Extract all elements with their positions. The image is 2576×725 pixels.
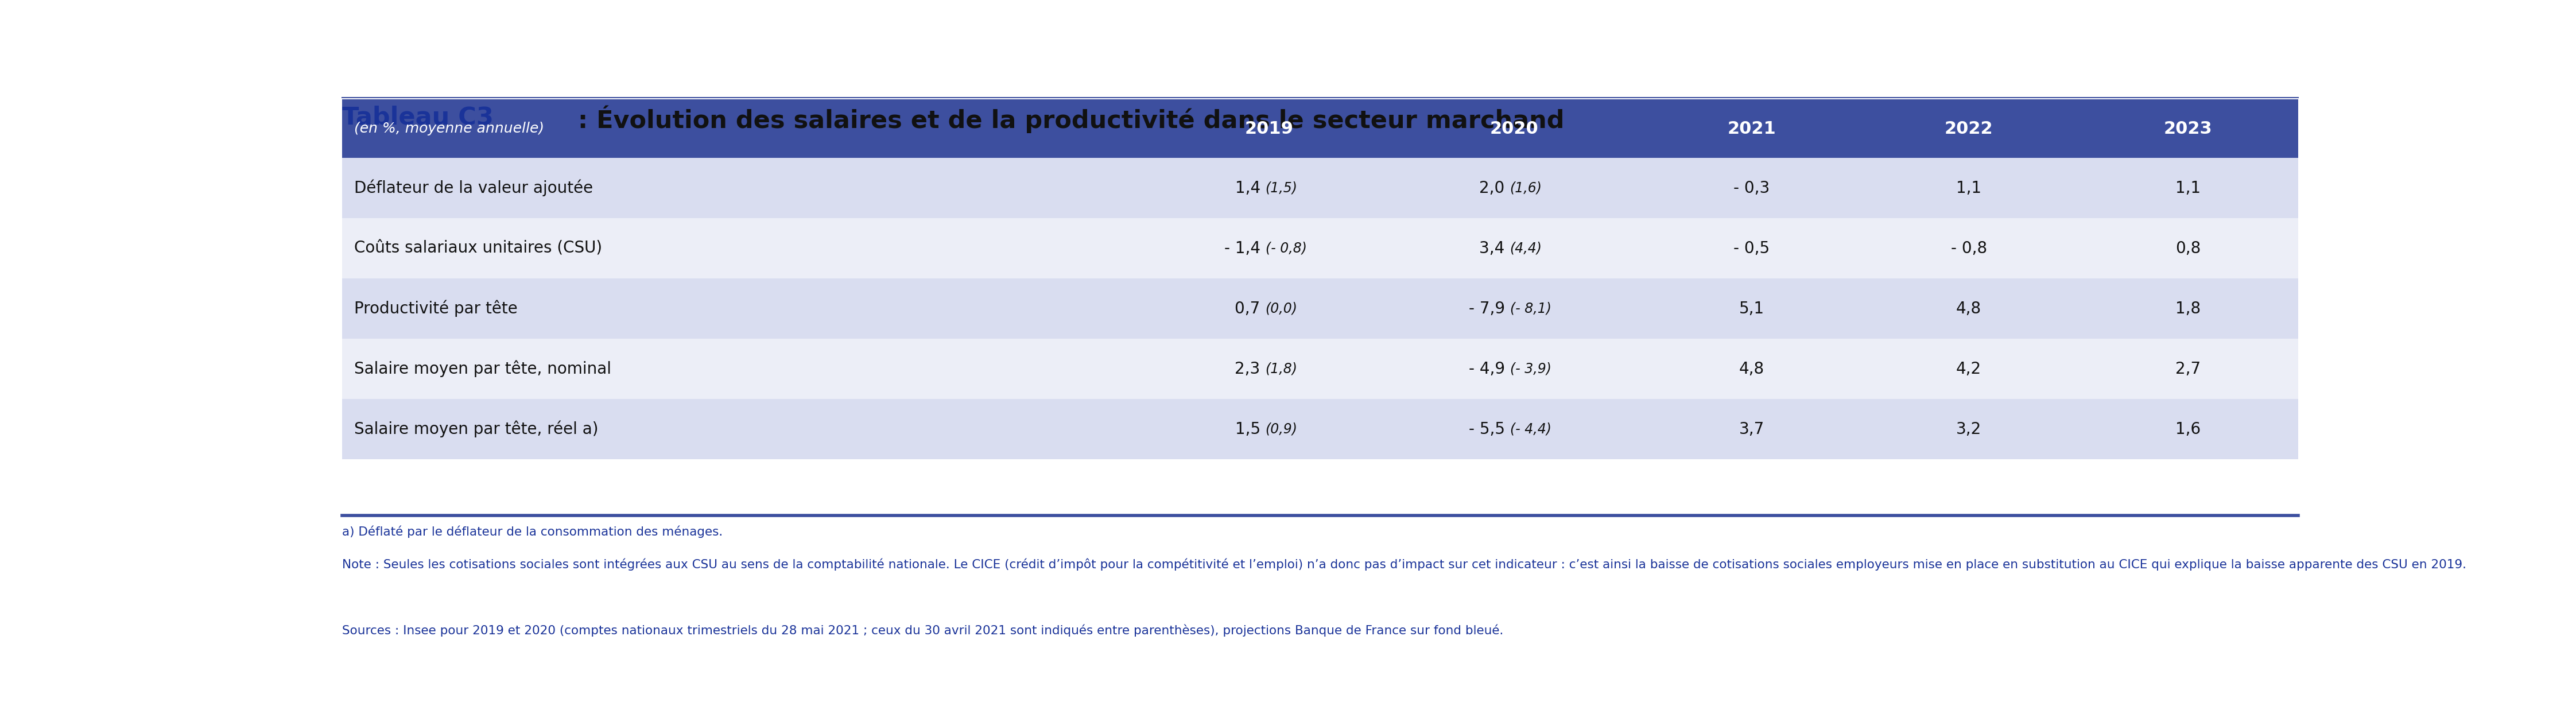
Text: 0,8: 0,8: [2174, 240, 2200, 257]
Text: 2,7: 2,7: [2174, 361, 2200, 377]
Text: (0,9): (0,9): [1265, 423, 1298, 436]
Text: 4,8: 4,8: [1955, 301, 1981, 317]
Text: (- 0,8): (- 0,8): [1265, 241, 1306, 255]
Text: Coûts salariaux unitaires (CSU): Coûts salariaux unitaires (CSU): [353, 240, 603, 257]
Text: - 5,5: - 5,5: [1468, 421, 1510, 437]
Text: 2023: 2023: [2164, 120, 2213, 137]
Text: 3,7: 3,7: [1739, 421, 1765, 437]
Text: 1,8: 1,8: [2174, 301, 2200, 317]
Text: (1,8): (1,8): [1265, 362, 1298, 376]
Text: - 0,8: - 0,8: [1950, 240, 1986, 257]
Bar: [343, 218, 2298, 278]
Bar: [343, 399, 2298, 460]
Text: 1,1: 1,1: [2174, 180, 2200, 196]
Text: 2022: 2022: [1945, 120, 1994, 137]
Text: 2020: 2020: [1489, 120, 1538, 137]
Bar: [343, 99, 2298, 158]
Text: - 0,3: - 0,3: [1734, 180, 1770, 196]
Text: Déflateur de la valeur ajoutée: Déflateur de la valeur ajoutée: [353, 180, 592, 196]
Text: Tableau C3: Tableau C3: [343, 105, 495, 130]
Text: Sources : Insee pour 2019 et 2020 (comptes nationaux trimestriels du 28 mai 2021: Sources : Insee pour 2019 et 2020 (compt…: [343, 624, 1504, 637]
Text: 0,7: 0,7: [1234, 301, 1265, 317]
Bar: [343, 158, 2298, 218]
Text: (0,0): (0,0): [1265, 302, 1298, 315]
Text: (1,5): (1,5): [1265, 181, 1298, 195]
Text: Salaire moyen par tête, réel a): Salaire moyen par tête, réel a): [353, 420, 598, 438]
Text: (en %, moyenne annuelle): (en %, moyenne annuelle): [353, 122, 544, 136]
Text: (- 8,1): (- 8,1): [1510, 302, 1551, 315]
Text: - 0,5: - 0,5: [1734, 240, 1770, 257]
Text: 4,8: 4,8: [1739, 361, 1765, 377]
Bar: [343, 278, 2298, 339]
Text: 4,2: 4,2: [1955, 361, 1981, 377]
Text: (4,4): (4,4): [1510, 241, 1543, 255]
Text: Note : Seules les cotisations sociales sont intégrées aux CSU au sens de la comp: Note : Seules les cotisations sociales s…: [343, 558, 2465, 571]
Text: Salaire moyen par tête, nominal: Salaire moyen par tête, nominal: [353, 360, 611, 378]
Text: (1,6): (1,6): [1510, 181, 1543, 195]
Text: 2021: 2021: [1728, 120, 1775, 137]
Text: 2,0: 2,0: [1479, 180, 1510, 196]
Text: - 7,9: - 7,9: [1468, 301, 1510, 317]
Text: 1,6: 1,6: [2174, 421, 2200, 437]
Bar: [343, 339, 2298, 399]
Text: Productivité par tête: Productivité par tête: [353, 300, 518, 317]
Text: 1,5: 1,5: [1234, 421, 1265, 437]
Text: - 4,9: - 4,9: [1468, 361, 1510, 377]
Text: 5,1: 5,1: [1739, 301, 1765, 317]
Text: 3,2: 3,2: [1955, 421, 1981, 437]
Text: - 1,4: - 1,4: [1224, 240, 1265, 257]
Text: 2019: 2019: [1244, 120, 1293, 137]
Text: a) Déflaté par le déflateur de la consommation des ménages.: a) Déflaté par le déflateur de la consom…: [343, 526, 724, 538]
Text: 2,3: 2,3: [1234, 361, 1265, 377]
Text: (- 3,9): (- 3,9): [1510, 362, 1551, 376]
Text: : Évolution des salaires et de la productivité dans le secteur marchand: : Évolution des salaires et de la produc…: [569, 105, 1564, 133]
Text: (- 4,4): (- 4,4): [1510, 423, 1551, 436]
Text: 1,4: 1,4: [1234, 180, 1265, 196]
Text: 3,4: 3,4: [1479, 240, 1510, 257]
Text: 1,1: 1,1: [1955, 180, 1981, 196]
